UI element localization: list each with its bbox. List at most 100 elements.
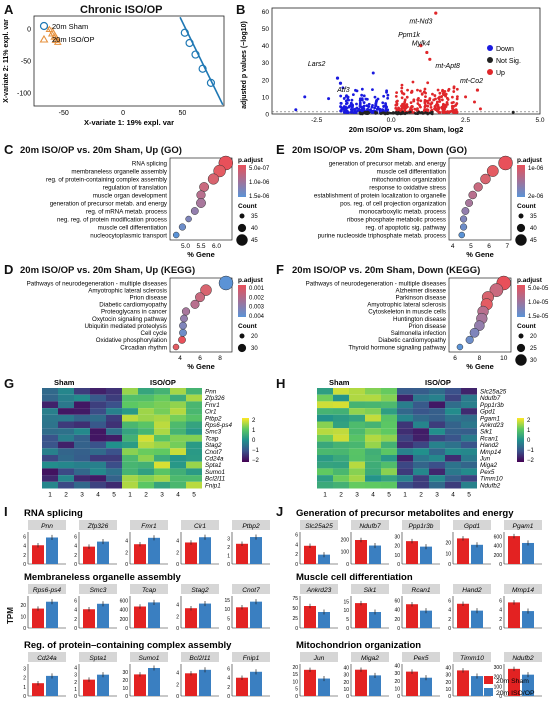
heatmap-cell bbox=[170, 455, 186, 462]
heatmap-cell bbox=[349, 408, 365, 415]
heatmap-cell bbox=[381, 408, 397, 415]
heatmap-cell bbox=[186, 441, 202, 449]
heatmap-cell bbox=[365, 475, 381, 482]
heatmap-cell bbox=[122, 481, 138, 489]
heatmap-cell bbox=[138, 388, 154, 395]
heatmap-cell bbox=[349, 434, 365, 442]
dotplot-term-label: Oxidative phosphorylation bbox=[96, 337, 168, 344]
heatmap-cell bbox=[333, 394, 349, 402]
bar-gene-label: Gpd1 bbox=[464, 523, 480, 530]
heatmap-cell bbox=[58, 414, 74, 422]
heatmap-gene-label: Smc3 bbox=[205, 429, 222, 436]
dotplot-size-label: 30 bbox=[251, 346, 258, 352]
dotplot-term-label: neg. reg. of protein modification proces… bbox=[57, 216, 167, 223]
heatmap-cell bbox=[122, 428, 138, 435]
bar-ytick: 4 bbox=[23, 544, 26, 550]
panel-b-ns-point bbox=[416, 111, 420, 115]
bar-ytick: 10 bbox=[445, 551, 451, 557]
dotplot-term-label: Cell cycle bbox=[141, 330, 168, 337]
dotplot-dot bbox=[458, 231, 466, 239]
heatmap-cell bbox=[429, 468, 445, 476]
bar-ytick: 30 bbox=[445, 673, 451, 679]
dotplot-dot bbox=[207, 173, 219, 185]
heatmap-cell bbox=[397, 434, 413, 442]
heatmap-cell bbox=[154, 428, 170, 435]
bar-gene-label: Cd24a bbox=[37, 655, 57, 662]
bar-ytick: 6 bbox=[74, 599, 77, 605]
heatmap-cell bbox=[186, 421, 202, 429]
panel-b-up-point bbox=[401, 91, 404, 95]
dotplot-size-title: Count bbox=[238, 323, 258, 330]
dotplot-size-dot bbox=[515, 234, 527, 246]
bar-iso bbox=[97, 674, 109, 696]
heatmap-cell bbox=[186, 455, 202, 462]
panel-b-down-point bbox=[362, 108, 366, 112]
panel-b-up-point bbox=[423, 100, 427, 104]
bar-iso bbox=[148, 668, 160, 696]
heatmap-cell bbox=[445, 408, 461, 415]
panel-b-ytick: 40 bbox=[262, 43, 270, 50]
panel-b-up-point bbox=[409, 101, 413, 105]
panel-b-ns-point bbox=[421, 112, 425, 115]
heatmap-cell bbox=[122, 455, 138, 462]
panel-b-down-point bbox=[350, 98, 354, 102]
dotplot-cbar-title: p.adjust bbox=[238, 157, 264, 164]
dotplot-cbar bbox=[238, 165, 246, 197]
dotplot-cbar-label: 1.5e-05 bbox=[528, 314, 549, 320]
heatmap-cell bbox=[333, 414, 349, 422]
bar-section-title: RNA splicing bbox=[24, 508, 83, 519]
bar-ytick: 3 bbox=[74, 673, 77, 679]
bar-ytick: 0 bbox=[448, 626, 451, 632]
heatmap-cell bbox=[58, 394, 74, 402]
panel-b-down-point bbox=[357, 109, 361, 112]
bar-ytick: 10 bbox=[122, 686, 128, 692]
heatmap-gene-label: Ankrd23 bbox=[479, 422, 504, 429]
panel-b-up-point bbox=[434, 97, 437, 101]
heatmap-cell bbox=[445, 481, 461, 489]
panel-b-up-point bbox=[450, 104, 454, 108]
heatmap-cell bbox=[333, 481, 349, 489]
heatmap-cell bbox=[333, 448, 349, 455]
bar-ytick: 6 bbox=[74, 535, 77, 541]
bar-section-title: Membraneless organelle assembly bbox=[24, 572, 182, 583]
bar-gene-label: Spta1 bbox=[89, 655, 107, 662]
panel-e-title: 20m ISO/OP vs. 20m Sham, Down (GO) bbox=[292, 145, 468, 156]
panel-b-up-point bbox=[400, 86, 404, 90]
bar-gene-label: Ndufb7 bbox=[359, 523, 381, 530]
bar-ytick: 0 bbox=[227, 694, 230, 700]
heatmap-col-label: 4 bbox=[96, 492, 100, 499]
panel-a-ytick: -100 bbox=[17, 91, 31, 98]
heatmap-cell bbox=[106, 428, 122, 435]
heatmap-cell bbox=[170, 421, 186, 429]
bar-ytick: 15 bbox=[343, 599, 349, 605]
bar-ytick: 10 bbox=[343, 687, 349, 693]
panel-j-barcharts: Generation of precursor metabolites and … bbox=[292, 508, 542, 700]
bar-gene-strip bbox=[504, 652, 542, 662]
panel-b-down-point bbox=[354, 88, 357, 92]
heatmap-col-label: 3 bbox=[435, 492, 439, 499]
heatmap-cell bbox=[445, 388, 461, 395]
dotplot-cbar-label: 1e-06 bbox=[528, 166, 544, 172]
panel-b-ns-point bbox=[384, 112, 387, 116]
panel-g-heatmap: Sham ISO/OP PnnZfp326Fmr1Cir1Ptbp2Rps6-ps4… bbox=[42, 378, 260, 499]
heatmap-cell bbox=[122, 448, 138, 455]
bar-gene-label: Zfp326 bbox=[87, 523, 109, 530]
bar-ytick: 1 bbox=[227, 554, 230, 560]
panel-b-up-point bbox=[442, 108, 446, 112]
bar-sham bbox=[355, 540, 367, 564]
heatmap-cell bbox=[397, 421, 413, 429]
panel-a-sham-point bbox=[206, 78, 216, 87]
heatmap-cell bbox=[365, 394, 381, 402]
panel-b-gene-label: Lars2 bbox=[308, 61, 326, 68]
dotplot-dot bbox=[199, 182, 210, 192]
panel-b-up-point bbox=[410, 89, 414, 93]
heatmap-cell bbox=[42, 428, 58, 435]
bar-ytick: 300 bbox=[494, 665, 503, 671]
bar-gene-label: Tcap bbox=[142, 587, 156, 594]
bar-ytick: 200 bbox=[494, 553, 503, 559]
heatmap-cell bbox=[381, 388, 397, 395]
heatmap-cell bbox=[154, 475, 170, 482]
panel-b-ytick: 50 bbox=[262, 26, 270, 33]
bar-ytick: 2 bbox=[23, 553, 26, 559]
panel-b-down-point bbox=[362, 101, 366, 104]
